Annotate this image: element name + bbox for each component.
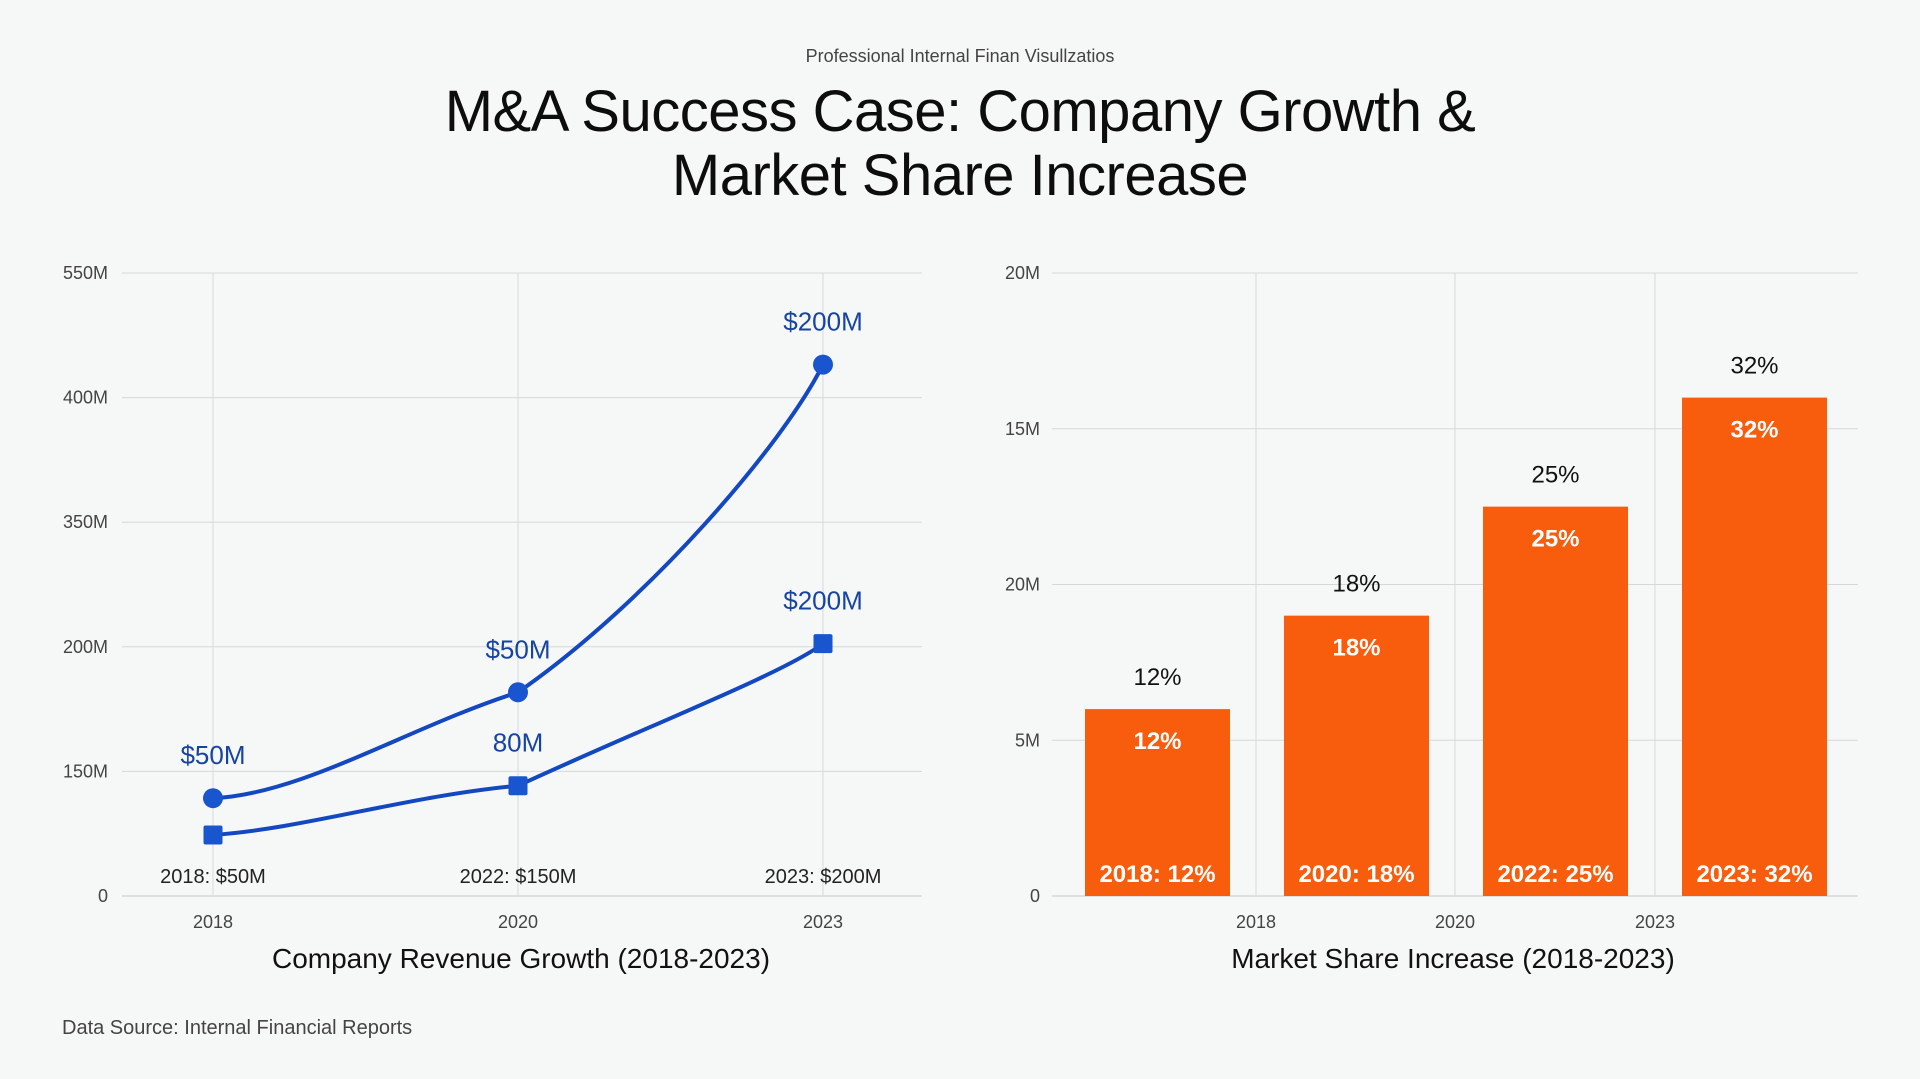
data-label: 80M [493,728,544,758]
y-tick-label: 5M [1015,730,1040,750]
series-2-point [203,825,223,845]
series-1-point [203,788,223,809]
y-tick-label: 20M [1005,575,1040,595]
y-tick-label: 550M [63,263,108,283]
revenue-line-chart: 0 150M 200M 350M 400M 550M 2018 2020 2023 $50M $50… [63,263,922,974]
data-label: $50M [180,740,245,770]
bar-inner-label: 12% [1133,728,1181,755]
chart-title: Market Share Increase (2018-2023) [1231,943,1675,974]
bar [1284,615,1429,896]
series-1-point [508,682,528,703]
y-tick-label: 15M [1005,419,1040,439]
series-2-point [508,776,528,796]
title-line-1: M&A Success Case: Company Growth & [444,79,1476,144]
bar-inner-label: 25% [1531,526,1579,553]
baseline-label: 2022: $150M [460,866,577,888]
bar-base-label: 2020: 18% [1298,861,1414,888]
bar [1483,506,1628,896]
bar-top-label: 32% [1730,353,1778,380]
x-tick-label: 2020 [498,912,538,932]
series-2-point [813,634,833,654]
market-share-bar-chart: 0 5M 20M 15M 20M 2018 2020 2023 12% 12% 2018: 12% 1… [1005,263,1858,974]
x-tick-label: 2018 [1236,912,1276,932]
data-label: $50M [485,634,550,664]
bar-base-label: 2022: 25% [1497,861,1613,888]
data-label: $200M [783,307,863,337]
bar-top-label: 25% [1531,462,1579,489]
bar-top-label: 18% [1332,571,1380,598]
bar-base-label: 2018: 12% [1099,861,1215,888]
x-tick-label: 2018 [193,912,233,932]
y-tick-label: 20M [1005,263,1040,283]
data-source-note: Data Source: Internal Financial Reports [62,1017,413,1039]
y-tick-label: 350M [63,512,108,532]
x-tick-label: 2020 [1435,912,1475,932]
bar-base-label: 2023: 32% [1696,861,1812,888]
data-label: $200M [783,586,863,616]
series-1-line [211,362,825,801]
baseline-label: 2023: $200M [765,866,882,888]
baseline-label: 2018: $50M [160,866,266,888]
bar-inner-label: 18% [1332,635,1380,662]
bar-inner-label: 32% [1730,417,1778,444]
y-tick-label: 200M [63,637,108,657]
title-line-2: Market Share Increase [671,143,1249,208]
x-tick-label: 2023 [803,912,843,932]
page-title: M&A Success Case: Company Growth & Marke… [0,80,1920,208]
bar [1682,397,1827,896]
kicker-text: Professional Internal Finan Visullzatios [805,46,1115,66]
chart-title: Company Revenue Growth (2018-2023) [272,943,770,974]
bar-top-label: 12% [1133,664,1181,691]
y-tick-label: 150M [63,761,108,781]
x-tick-label: 2023 [1635,912,1675,932]
bar [1085,709,1230,896]
y-tick-label: 0 [1030,886,1040,906]
y-tick-label: 0 [98,886,108,906]
y-tick-label: 400M [63,388,108,408]
series-1-point [813,354,833,375]
